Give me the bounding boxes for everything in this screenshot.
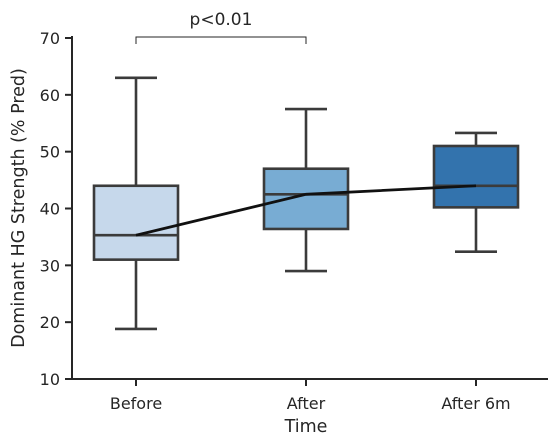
annotations: p<0.01 (135, 10, 307, 44)
y-axis-title: Dominant HG Strength (% Pred) (9, 68, 29, 348)
significance-label: p<0.01 (190, 10, 253, 30)
trend-layer (135, 184, 477, 237)
significance-bracket (135, 36, 307, 44)
box-group-before (92, 76, 180, 331)
y-tick-label: 20 (40, 313, 60, 332)
box-iqr (432, 144, 520, 209)
y-tick-label: 50 (40, 143, 60, 162)
box-iqr (262, 167, 350, 231)
boxes (92, 76, 520, 331)
y-tick-label: 60 (40, 86, 60, 105)
box-group-after-6m (432, 131, 520, 253)
y-tick-label: 70 (40, 29, 60, 48)
y-tick-label: 10 (40, 370, 60, 389)
x-axis-title: Time (284, 417, 328, 437)
x-tick-label: Before (110, 394, 162, 413)
y-tick-label: 40 (40, 200, 60, 219)
box-iqr (92, 184, 180, 261)
axes: 10 20 30 40 50 60 70 Before After After 6m (40, 29, 548, 413)
x-tick-label: After (287, 394, 326, 413)
median-trend-line (135, 184, 477, 237)
box-group-after (262, 107, 350, 273)
x-tick-label: After 6m (441, 394, 510, 413)
y-tick-label: 30 (40, 256, 60, 275)
